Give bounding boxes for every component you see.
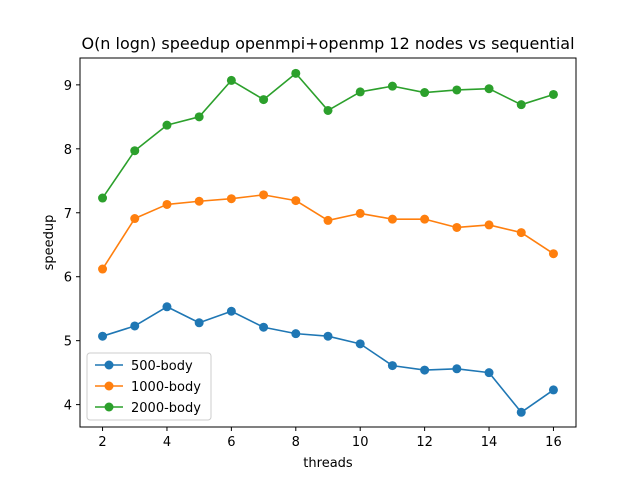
data-point: [452, 222, 462, 232]
data-point: [387, 81, 397, 91]
legend-label: 500-body: [131, 359, 193, 374]
data-point: [516, 100, 526, 110]
legend: 500-body 1000-body 2000-body: [86, 352, 212, 421]
data-point: [194, 112, 204, 122]
x-tick-label: 16: [545, 435, 562, 450]
x-axis-ticks: 2 4 6 8 10 12 14 16: [98, 427, 562, 450]
x-tick-label: 2: [98, 435, 106, 450]
data-point: [516, 228, 526, 238]
data-point: [162, 302, 172, 312]
legend-marker: [104, 381, 114, 391]
data-point: [548, 385, 558, 395]
data-point: [98, 331, 108, 341]
data-point: [323, 331, 333, 341]
series-line: [101, 72, 554, 199]
x-tick-label: 12: [416, 435, 433, 450]
data-point: [355, 208, 365, 218]
data-point: [194, 196, 204, 206]
x-tick-label: 8: [292, 435, 300, 450]
legend-item: 500-body: [95, 359, 193, 374]
y-tick-label: 9: [64, 79, 72, 94]
data-point: [452, 364, 462, 374]
data-point: [420, 365, 430, 375]
y-tick-label: 4: [64, 399, 72, 414]
x-tick-label: 4: [163, 435, 171, 450]
y-axis-ticks: 4 5 6 7 8 9: [64, 79, 80, 414]
series-500-body: [98, 302, 558, 417]
data-point: [420, 214, 430, 224]
data-point: [323, 105, 333, 115]
legend-item: 2000-body: [95, 401, 201, 416]
series-1000-body: [98, 190, 558, 274]
data-point: [259, 322, 269, 332]
axes-frame: [79, 57, 577, 428]
legend-marker: [104, 402, 114, 412]
y-tick-label: 5: [64, 335, 72, 350]
data-point: [355, 339, 365, 349]
data-point: [162, 199, 172, 209]
x-tick-label: 6: [227, 435, 235, 450]
data-point: [226, 306, 236, 316]
x-tick-label: 10: [352, 435, 369, 450]
data-point: [387, 214, 397, 224]
data-point: [355, 87, 365, 97]
data-point: [226, 75, 236, 85]
legend-marker: [104, 360, 114, 370]
y-axis-label: speedup: [42, 215, 57, 271]
x-axis-label: threads: [303, 456, 353, 471]
data-point: [291, 68, 301, 78]
data-point: [291, 329, 301, 339]
data-point: [548, 249, 558, 259]
data-point: [259, 190, 269, 200]
data-point: [98, 193, 108, 203]
data-point: [130, 214, 140, 224]
data-point: [259, 95, 269, 105]
data-point: [323, 215, 333, 225]
data-point: [516, 407, 526, 417]
chart-title: O(n logn) speedup openmpi+openmp 12 node…: [81, 34, 574, 53]
legend-label: 2000-body: [131, 401, 201, 416]
data-point: [291, 196, 301, 206]
series-2000-body: [98, 68, 558, 203]
legend-item: 1000-body: [95, 380, 201, 395]
y-tick-label: 7: [64, 207, 72, 222]
x-tick-label: 14: [481, 435, 498, 450]
data-point: [484, 368, 494, 378]
data-point: [387, 361, 397, 371]
data-point: [484, 84, 494, 94]
legend-label: 1000-body: [131, 380, 201, 395]
data-point: [130, 321, 140, 331]
data-point: [420, 88, 430, 98]
data-point: [226, 194, 236, 204]
data-point: [548, 89, 558, 99]
data-point: [452, 85, 462, 95]
series-layer: [98, 68, 558, 417]
data-point: [130, 146, 140, 156]
y-tick-label: 6: [64, 271, 72, 286]
legend-box: [86, 352, 212, 421]
data-point: [194, 318, 204, 328]
data-point: [162, 120, 172, 130]
y-tick-label: 8: [64, 143, 72, 158]
data-point: [484, 220, 494, 230]
data-point: [98, 264, 108, 274]
